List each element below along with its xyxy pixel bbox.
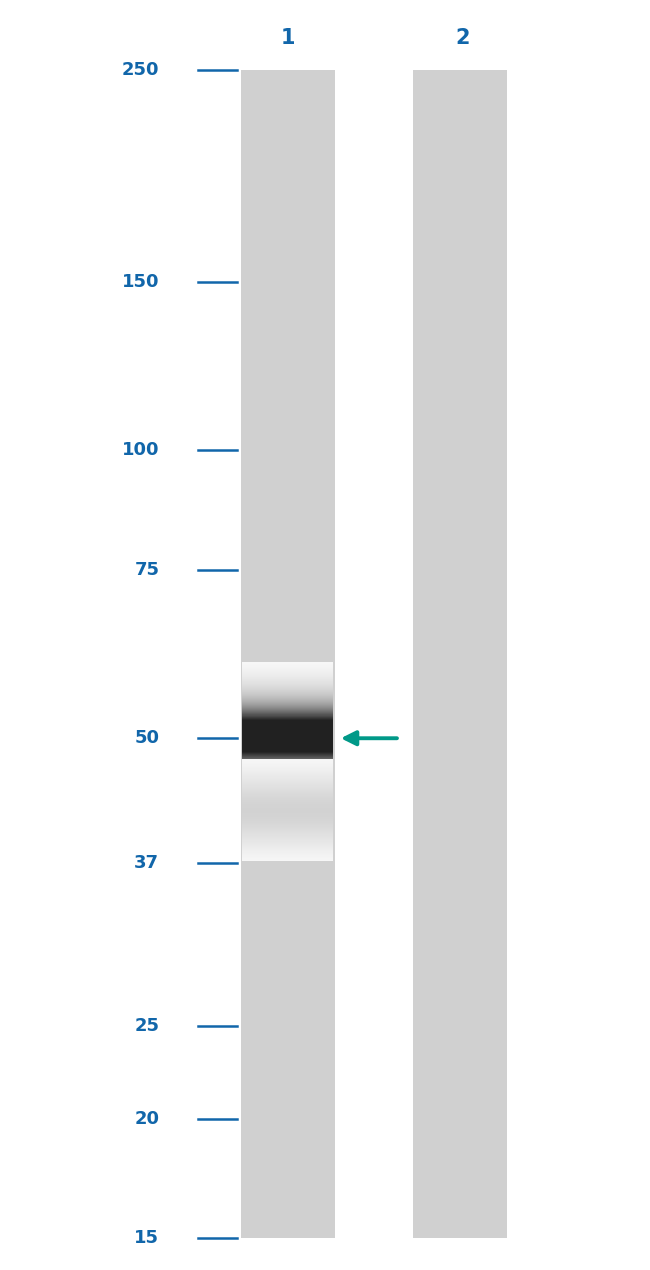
Bar: [242, 847, 333, 848]
Bar: [242, 860, 333, 861]
Text: 20: 20: [135, 1110, 159, 1128]
Bar: [242, 784, 333, 785]
Text: 15: 15: [135, 1229, 159, 1247]
Bar: [242, 761, 333, 762]
Bar: [242, 857, 333, 859]
Bar: [242, 806, 333, 808]
Text: 25: 25: [135, 1017, 159, 1035]
Bar: [242, 795, 333, 796]
Text: 250: 250: [122, 61, 159, 79]
Bar: [242, 810, 333, 812]
Bar: [242, 856, 333, 857]
Text: 150: 150: [122, 273, 159, 291]
Bar: [242, 766, 333, 767]
Bar: [242, 781, 333, 782]
Bar: [242, 804, 333, 805]
Bar: [242, 826, 333, 827]
Bar: [242, 822, 333, 823]
Bar: [242, 765, 333, 766]
Bar: [242, 801, 333, 803]
Bar: [242, 768, 333, 770]
Bar: [242, 779, 333, 780]
Bar: [242, 850, 333, 851]
Bar: [242, 808, 333, 809]
Bar: [242, 812, 333, 813]
Bar: [242, 791, 333, 792]
Bar: [242, 841, 333, 842]
Text: 37: 37: [135, 855, 159, 872]
Text: 50: 50: [135, 729, 159, 747]
Bar: [242, 842, 333, 843]
Bar: [242, 846, 333, 847]
Bar: [242, 780, 333, 781]
Bar: [242, 832, 333, 833]
Bar: [242, 789, 333, 790]
Bar: [242, 837, 333, 838]
Bar: [242, 853, 333, 855]
Bar: [242, 799, 333, 800]
Bar: [242, 845, 333, 846]
Bar: [242, 815, 333, 817]
Bar: [242, 786, 333, 787]
Bar: [242, 806, 333, 808]
Bar: [242, 792, 333, 794]
Bar: [242, 800, 333, 801]
Bar: [242, 852, 333, 853]
Bar: [242, 770, 333, 771]
Bar: [242, 762, 333, 763]
Bar: [242, 842, 333, 843]
Bar: [242, 771, 333, 772]
Bar: [242, 843, 333, 845]
Text: 2: 2: [456, 28, 470, 48]
Bar: [242, 776, 333, 777]
Bar: [242, 777, 333, 779]
Bar: [242, 837, 333, 838]
Bar: [242, 798, 333, 799]
Bar: [242, 829, 333, 831]
Bar: [242, 791, 333, 792]
Bar: [242, 852, 333, 853]
Bar: [242, 782, 333, 784]
Bar: [242, 834, 333, 836]
Bar: [242, 823, 333, 824]
Bar: [242, 787, 333, 789]
Bar: [242, 817, 333, 818]
Text: 75: 75: [135, 561, 159, 579]
Bar: [242, 838, 333, 839]
Bar: [242, 809, 333, 810]
Bar: [242, 785, 333, 786]
Bar: [413, 70, 507, 1238]
Bar: [242, 828, 333, 829]
Bar: [242, 813, 333, 814]
Bar: [242, 851, 333, 852]
Text: 100: 100: [122, 442, 159, 460]
Bar: [242, 822, 333, 823]
Bar: [242, 763, 333, 765]
Bar: [242, 796, 333, 798]
Bar: [242, 814, 333, 815]
Bar: [242, 771, 333, 772]
Bar: [242, 772, 333, 773]
Bar: [242, 857, 333, 859]
Bar: [242, 859, 333, 860]
Bar: [242, 827, 333, 828]
Bar: [242, 831, 333, 832]
Text: 1: 1: [281, 28, 295, 48]
Bar: [240, 70, 335, 1238]
Bar: [242, 847, 333, 848]
Bar: [242, 794, 333, 795]
Bar: [242, 819, 333, 820]
